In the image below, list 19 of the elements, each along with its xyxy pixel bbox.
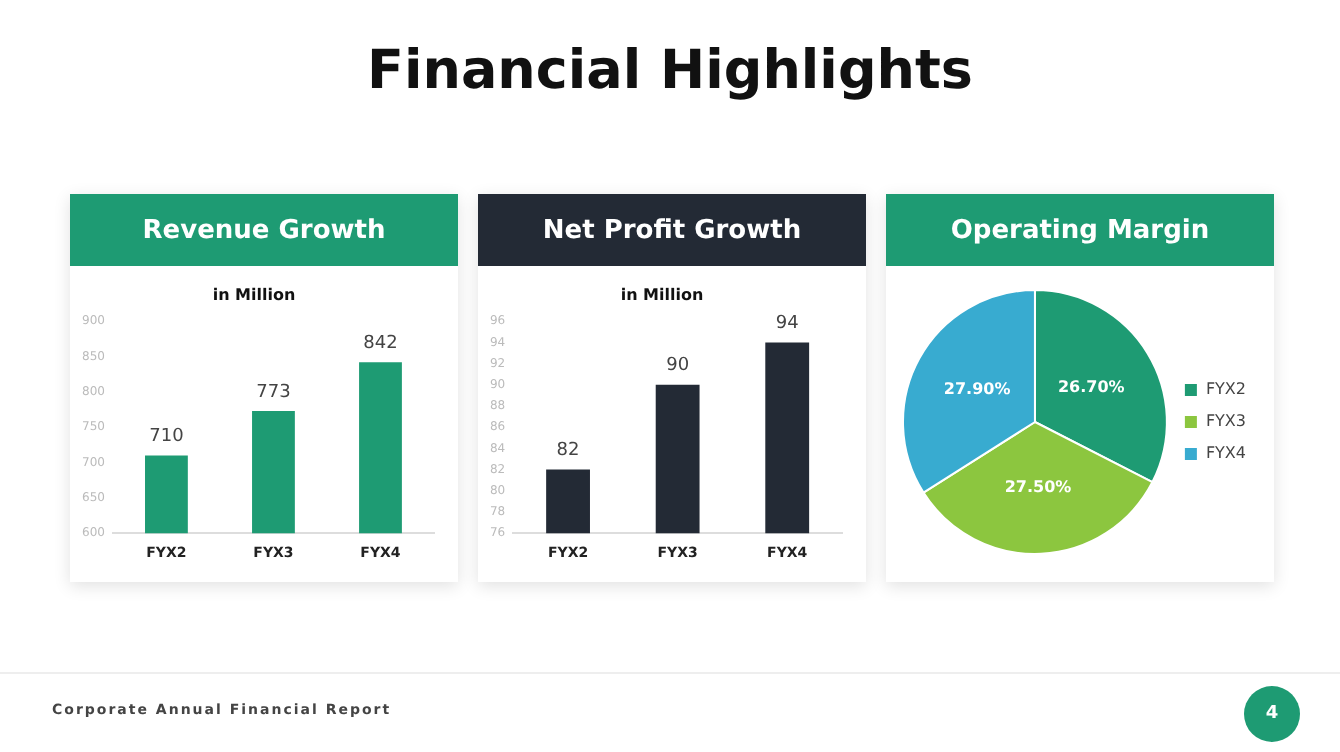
data-label: 94 <box>775 314 800 335</box>
data-label: 710 <box>149 427 185 448</box>
legend-label: FYX2 <box>1205 380 1247 399</box>
chart-subtitle: in Million <box>620 285 704 304</box>
chart-title: Net Profit Growth <box>478 194 866 266</box>
chart-title: Operating Margin <box>886 194 1274 266</box>
data-label: 27.50% <box>1004 478 1072 497</box>
chart-subtitle: in Million <box>212 285 296 304</box>
data-label: 842 <box>363 333 398 354</box>
chart-title: Revenue Growth <box>70 194 458 266</box>
data-label: 27.90% <box>943 380 1011 399</box>
data-label: 773 <box>256 382 291 403</box>
page-number-badge: 4 <box>1244 686 1300 742</box>
legend-label: FYX4 <box>1205 444 1247 463</box>
legend-label: FYX3 <box>1205 412 1247 431</box>
data-label: 82 <box>556 441 580 462</box>
text: Financial Highlights <box>365 40 975 102</box>
data-label: 26.70% <box>1057 377 1125 396</box>
data-label: 90 <box>666 356 690 377</box>
